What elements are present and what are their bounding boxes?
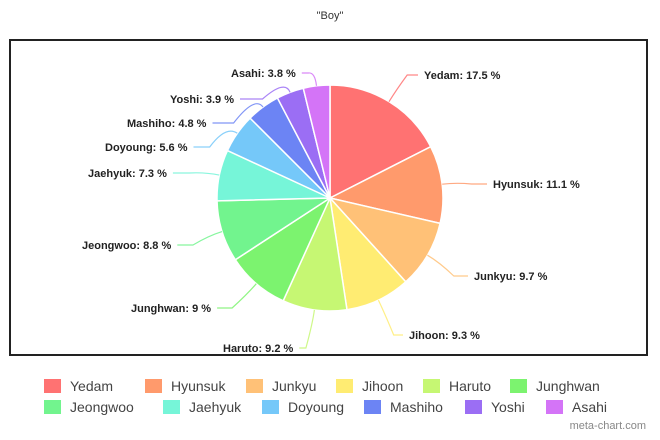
legend-swatch <box>546 400 563 414</box>
slice-label-haruto: Haruto: 9.2 % <box>223 343 294 355</box>
slice-label-jaehyuk: Jaehyuk: 7.3 % <box>88 168 167 180</box>
legend-item-jihoon[interactable]: Jihoon <box>336 378 403 394</box>
legend-item-hyunsuk[interactable]: Hyunsuk <box>145 378 225 394</box>
legend-label: Yoshi <box>491 399 525 415</box>
watermark: meta-chart.com <box>569 420 646 432</box>
legend-item-haruto[interactable]: Haruto <box>423 378 491 394</box>
leader-line <box>172 172 220 176</box>
legend-label: Asahi <box>572 399 608 415</box>
leader-line <box>193 130 238 148</box>
legend-item-jaehyuk[interactable]: Jaehyuk <box>163 399 241 415</box>
legend-swatch <box>145 379 162 393</box>
legend-label: Yedam <box>70 378 114 394</box>
legend-item-yedam[interactable]: Yedam <box>44 378 113 394</box>
legend-label: Haruto <box>449 378 492 394</box>
legend-label: Jaehyuk <box>189 399 242 415</box>
legend-swatch <box>246 379 263 393</box>
slice-label-yoshi: Yoshi: 3.9 % <box>170 94 234 106</box>
chart-title: "Boy" <box>316 10 344 22</box>
legend-swatch <box>163 400 180 414</box>
legend-item-asahi[interactable]: Asahi <box>546 399 607 415</box>
leader-line <box>301 72 318 86</box>
slice-label-junkyu: Junkyu: 9.7 % <box>474 271 548 283</box>
slice-label-jihoon: Jihoon: 9.3 % <box>409 330 480 342</box>
legend-label: Doyoung <box>288 399 345 415</box>
legend-swatch <box>465 400 482 414</box>
slice-label-asahi: Asahi: 3.8 % <box>231 68 296 80</box>
leader-line <box>427 254 468 277</box>
slice-label-jeongwoo: Jeongwoo: 8.8 % <box>82 240 171 252</box>
legend-label: Jihoon <box>362 378 404 394</box>
pie-chart: Yedam: 17.5 % Hyunsuk: 11.1 % Junkyu: 9.7 … <box>82 68 580 355</box>
slice-labels: Yedam: 17.5 % Hyunsuk: 11.1 % Junkyu: 9.7 … <box>82 68 580 355</box>
slice-label-junghwan: Junghwan: 9 % <box>131 303 211 315</box>
leader-line <box>212 103 264 124</box>
leader-line <box>299 309 315 349</box>
chart-frame <box>9 39 648 356</box>
pie-slice-asahi[interactable] <box>302 84 331 199</box>
legend-item-junkyu[interactable]: Junkyu <box>246 378 316 394</box>
legend-item-doyoung[interactable]: Doyoung <box>262 399 344 415</box>
leader-line <box>442 182 487 185</box>
legend-item-jeongwoo[interactable]: Jeongwoo <box>44 399 134 415</box>
legend-label: Hyunsuk <box>171 378 226 394</box>
legend-swatch <box>364 400 381 414</box>
legend-swatch <box>44 400 61 414</box>
legend-item-yoshi[interactable]: Yoshi <box>465 399 525 415</box>
legend-item-junghwan[interactable]: Junghwan <box>510 378 600 394</box>
leader-line <box>217 283 257 309</box>
legend-label: Junkyu <box>272 378 317 394</box>
legend-swatch <box>336 379 353 393</box>
legend-item-mashiho[interactable]: Mashiho <box>364 399 443 415</box>
slice-label-mashiho: Mashiho: 4.8 % <box>127 118 207 130</box>
legend-swatch <box>423 379 440 393</box>
legend-swatch <box>262 400 279 414</box>
leader-lines <box>172 72 487 349</box>
leader-line <box>377 299 403 336</box>
legend-label: Jeongwoo <box>70 399 134 415</box>
legend-label: Mashiho <box>390 399 443 415</box>
leader-line <box>177 231 223 246</box>
leader-line <box>388 74 418 103</box>
pie-slices <box>216 84 444 312</box>
slice-label-doyoung: Doyoung: 5.6 % <box>105 142 188 154</box>
legend-label: Junghwan <box>536 378 600 394</box>
slice-label-hyunsuk: Hyunsuk: 11.1 % <box>493 179 580 191</box>
legend-swatch <box>510 379 527 393</box>
legend-swatch <box>44 379 61 393</box>
pie-slice-yedam[interactable] <box>329 84 432 200</box>
leader-line <box>240 86 291 100</box>
slice-label-yedam: Yedam: 17.5 % <box>424 70 501 82</box>
